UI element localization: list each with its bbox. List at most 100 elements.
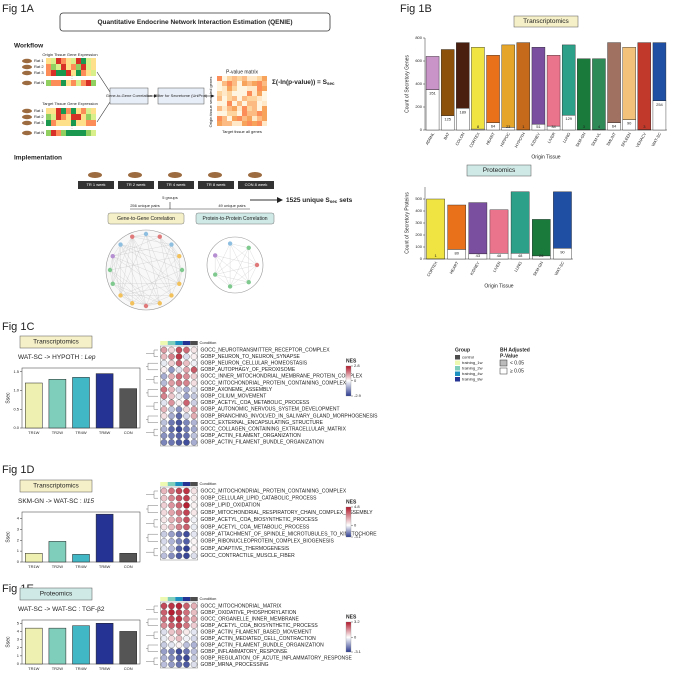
heat-cell — [227, 121, 232, 126]
term-label: GOBP_ACTIN_FILAMENT_BUNDLE_ORGANIZATION — [201, 642, 325, 648]
bar — [95, 513, 114, 563]
dot — [175, 379, 183, 387]
ellipsis: ⋮ — [70, 74, 74, 79]
subtitle-text: WAT-SC -> HYPOTH : — [18, 354, 85, 361]
term-label: GOBP_NEURON_CELLULAR_HOMEOSTASIS — [201, 361, 308, 367]
heat-cell — [61, 58, 66, 64]
edge — [120, 295, 133, 304]
node — [118, 293, 123, 298]
heat-cell — [227, 111, 232, 116]
data-label: 80 — [454, 250, 459, 255]
rat-label: Rat N — [34, 130, 44, 135]
title-box — [59, 12, 331, 32]
heat-cell — [217, 86, 222, 91]
legend-title: Group — [455, 347, 470, 353]
heat-cell — [242, 86, 247, 91]
x-tick-label: CON — [124, 666, 133, 671]
dendrogram — [147, 363, 158, 370]
heat-cell — [237, 121, 242, 126]
heat-cell — [46, 64, 51, 70]
bar-segment — [531, 219, 551, 257]
heat-cell — [262, 76, 267, 81]
condition-strip — [160, 597, 168, 601]
heat-cell — [247, 86, 252, 91]
x-tick-label: TR1W — [28, 666, 40, 671]
dot — [183, 346, 190, 354]
chart-title-box — [19, 479, 93, 493]
heat-cell — [242, 106, 247, 111]
node — [169, 242, 174, 247]
sets-end: sets — [339, 197, 352, 204]
data-label: 3 — [583, 124, 586, 129]
heat-cell — [232, 86, 237, 91]
dot — [168, 552, 175, 560]
y-tick-label: 500 — [415, 196, 422, 201]
rat-label: Rat 2 — [34, 114, 44, 119]
data-label: 254 — [656, 102, 663, 107]
term-label: GOBP_MITOCHONDRIAL_RESPIRATORY_CHAIN_COM… — [201, 510, 374, 516]
edge — [109, 269, 133, 304]
heat-cell — [257, 81, 262, 86]
dot — [168, 366, 175, 374]
dendrogram — [147, 389, 158, 397]
node — [227, 284, 233, 289]
heat-cell — [71, 120, 76, 126]
bar-segment — [486, 55, 500, 123]
data-label: 3 — [643, 124, 646, 129]
dot — [175, 609, 183, 616]
dot — [175, 654, 183, 662]
edge — [132, 256, 180, 304]
subtitle-text: WAT-SC -> WAT-SC : TGF-β2 — [18, 606, 105, 613]
data-label: 64 — [612, 124, 617, 129]
chart-subtitle: SKM-GN -> WAT-SC : Il15 — [18, 498, 94, 505]
edge — [120, 244, 180, 257]
term-label: GOCC_ORGANELLE_INNER_MEMBRANE — [201, 616, 300, 622]
dot — [168, 406, 175, 413]
heat-cell — [76, 130, 81, 136]
heat-cell — [217, 101, 222, 106]
caption: 49 unique pairs — [218, 203, 245, 208]
legend-label: training_1w — [462, 360, 483, 365]
dot — [168, 487, 175, 495]
chart-title: Proteomics — [483, 167, 516, 174]
rat-icon — [208, 172, 222, 178]
heat-cell — [237, 116, 242, 121]
dot — [190, 419, 198, 426]
bar-segment — [652, 42, 667, 101]
dendrogram — [153, 657, 158, 665]
dendrogram — [153, 490, 158, 499]
group-box — [78, 181, 114, 189]
edge — [230, 243, 258, 266]
heat-cell — [232, 76, 237, 81]
heat-cell — [76, 58, 81, 64]
edge — [145, 303, 160, 307]
y-tick-label: 1 — [17, 653, 20, 658]
heat-cell — [247, 106, 252, 111]
connector — [96, 71, 111, 123]
dot — [175, 419, 183, 426]
dot — [183, 386, 190, 393]
heat-cell — [81, 120, 86, 126]
y-tick-label: 4 — [17, 516, 20, 521]
dendrogram — [153, 519, 158, 528]
term-label: GOCC_MITOCHONDRIAL_PROTEIN_CONTAINING_CO… — [201, 380, 347, 386]
heat-cell — [257, 116, 262, 121]
dot — [190, 552, 198, 560]
heat-cell — [91, 120, 96, 126]
dot — [168, 353, 175, 360]
dot — [190, 648, 198, 655]
heat-cell — [91, 70, 96, 76]
heat-cell — [66, 108, 71, 114]
heat-cell — [252, 106, 257, 111]
y-tick-label: 0 — [420, 127, 423, 132]
rat-label: Rat 3 — [34, 70, 44, 75]
section-title: Implementation — [14, 155, 62, 162]
heat-cell — [81, 130, 86, 136]
caption: Target Tissue Gene Expression — [42, 101, 98, 106]
x-tick-label: WAT-SC — [650, 131, 662, 147]
dot — [183, 392, 190, 400]
network — [206, 236, 264, 294]
dot — [168, 346, 175, 354]
dot — [175, 661, 183, 668]
dot — [190, 379, 198, 387]
